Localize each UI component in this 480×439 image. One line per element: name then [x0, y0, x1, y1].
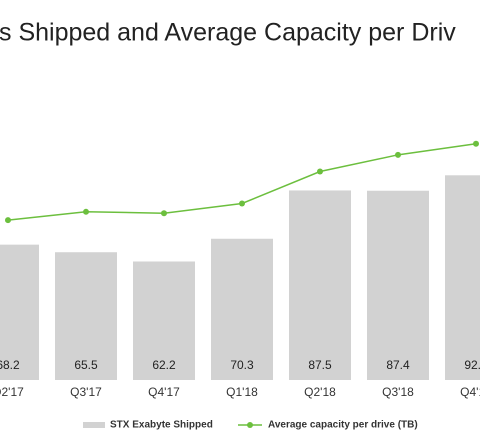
value-label: 65.5 [74, 358, 98, 372]
x-tick-label: Q3'17 [70, 385, 102, 399]
line-point [83, 208, 89, 215]
line-point [5, 217, 11, 224]
bar [133, 261, 195, 380]
line-point [395, 151, 401, 158]
value-label: 68.2 [0, 358, 20, 372]
bar [0, 244, 39, 380]
value-label: 87.5 [308, 358, 332, 372]
line-point [317, 168, 323, 175]
value-label: 92.9 [464, 358, 480, 372]
bar [55, 252, 117, 380]
x-tick-label: Q2'18 [304, 385, 336, 399]
legend-swatch [83, 422, 105, 428]
bar [367, 190, 429, 380]
bar [445, 175, 480, 380]
x-tick-label: Q2'17 [0, 385, 24, 399]
bar [289, 190, 351, 380]
value-label: 87.4 [386, 358, 410, 372]
x-tick-label: Q4'18 [460, 385, 480, 399]
legend-label: Average capacity per drive (TB) [268, 420, 418, 431]
legend-label: STX Exabyte Shipped [110, 420, 213, 431]
value-label: 62.2 [152, 358, 176, 372]
chart-title: s Shipped and Average Capacity per Driv [0, 19, 456, 47]
x-tick-label: Q3'18 [382, 385, 414, 399]
x-tick-label: Q1'18 [226, 385, 258, 399]
legend-swatch-dot [247, 422, 253, 428]
line-point [161, 210, 167, 217]
line-point [473, 140, 479, 147]
bar [211, 238, 273, 380]
value-label: 70.3 [230, 358, 254, 372]
x-tick-label: Q4'17 [148, 385, 180, 399]
line-point [239, 200, 245, 207]
